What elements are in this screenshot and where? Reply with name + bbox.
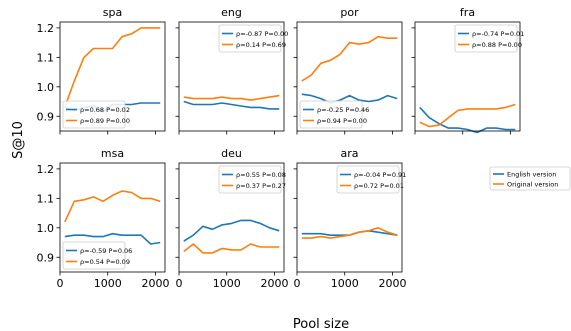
panel-legend: ρ=0.55 P=0.08 ρ=0.37 P=0.27: [218, 165, 286, 194]
panel-deu: deu 0 1000 2000 ρ=0.55 P=0.08 ρ=0.37 P=0.27: [175, 147, 288, 290]
legend-label-original: ρ=0.37 P=0.27: [236, 182, 286, 190]
legend-label-english: ρ=0.68 P=0.02: [80, 106, 130, 114]
panel-legend: ρ=-0.04 P=0.91 ρ=0.72 P=0.01: [336, 165, 406, 194]
x-tick-label: 2000: [141, 277, 169, 290]
panel-legend: ρ=-0.74 P=0.01 ρ=0.88 P=0.00: [454, 24, 524, 53]
panel-title: por: [340, 6, 359, 19]
y-tick-label: 1.2: [37, 22, 55, 35]
x-tick-label: 1000: [94, 277, 122, 290]
legend-label-original: ρ=0.54 P=0.09: [80, 258, 130, 266]
panel-title: spa: [103, 6, 122, 19]
x-tick-label: 1000: [213, 277, 241, 290]
legend-box: [299, 100, 363, 129]
series-line-original: [64, 190, 161, 223]
y-tick-label: 1.0: [37, 81, 55, 94]
y-tick-label: 0.9: [37, 251, 55, 264]
legend-label-english: ρ=-0.59 P=0.06: [80, 247, 132, 255]
x-tick-label: 1000: [331, 277, 359, 290]
series-line-original: [301, 227, 398, 239]
panel-ara: ara 0 1000 2000 ρ=-0.04 P=0.91 ρ=0.72 P=0.01: [293, 147, 406, 290]
panel-frame: [59, 162, 166, 273]
series-line-english: [64, 232, 161, 245]
x-tick-label: 0: [57, 277, 64, 290]
series-line-english: [419, 106, 516, 134]
panel-title: msa: [101, 147, 124, 160]
legend-label-original: ρ=0.88 P=0.00: [472, 41, 522, 49]
legend-box: [489, 166, 571, 191]
panel-fra: fra ρ=-0.74 P=0.01 ρ=0.88 P=0.00: [411, 6, 524, 135]
x-axis-label: Pool size: [293, 317, 349, 331]
y-tick-label: 1.0: [37, 222, 55, 235]
legend-box: [62, 241, 126, 270]
series-line-original: [301, 35, 398, 82]
legend-label-english: ρ=0.55 P=0.08: [236, 171, 286, 179]
x-tick-label: 2000: [378, 277, 406, 290]
legend-box: [218, 24, 282, 53]
legend-label-original: ρ=0.14 P=0.69: [236, 41, 286, 49]
panel-frame: [296, 162, 403, 273]
legend-label-english: English version: [507, 170, 556, 178]
y-tick-label: 1.1: [37, 192, 55, 205]
panel-spa: spa 0.9 1.0 1.1 1.2 ρ=0.68 P=0.02 ρ=0.89 P=0.0…: [37, 6, 166, 135]
panel-frame: [178, 21, 285, 132]
panels-group: spa 0.9 1.0 1.1 1.2 ρ=0.68 P=0.02 ρ=0.89 P=0.0…: [37, 6, 525, 290]
legend-label-original: ρ=0.72 P=0.01: [354, 182, 404, 190]
legend-label-english: ρ=-0.74 P=0.01: [472, 30, 524, 38]
series-line-original: [64, 27, 161, 108]
legend-label-english: ρ=-0.04 P=0.91: [354, 171, 406, 179]
legend-label-english: ρ=-0.25 P=0.46: [317, 106, 369, 114]
figure-legend: English version Original version: [489, 166, 571, 191]
y-tick-label: 1.1: [37, 51, 55, 64]
legend-box: [62, 100, 126, 129]
series-line-english: [301, 93, 398, 104]
panel-frame: [59, 21, 166, 132]
x-tick-label: 0: [294, 277, 301, 290]
panel-title: ara: [340, 147, 358, 160]
panel-title: fra: [460, 6, 475, 19]
x-tick-label: 0: [176, 277, 183, 290]
panel-title: eng: [221, 6, 242, 19]
legend-label-original: ρ=0.94 P=0.00: [317, 117, 367, 125]
panel-frame: [296, 21, 403, 132]
panel-legend: ρ=-0.87 P=0.00 ρ=0.14 P=0.69: [218, 24, 288, 53]
panel-frame: [414, 21, 521, 132]
series-line-english: [183, 219, 280, 242]
y-axis-label: S@10: [11, 121, 26, 159]
panel-eng: eng ρ=-0.87 P=0.00 ρ=0.14 P=0.69: [175, 6, 288, 135]
legend-label-original: ρ=0.89 P=0.00: [80, 117, 130, 125]
panel-frame: [178, 162, 285, 273]
series-line-english: [183, 100, 280, 110]
x-tick-label: 2000: [260, 277, 288, 290]
y-tick-label: 1.2: [37, 163, 55, 176]
series-line-original: [419, 103, 516, 128]
series-line-original: [183, 243, 280, 254]
panel-legend: ρ=-0.59 P=0.06 ρ=0.54 P=0.09: [62, 241, 132, 270]
legend-box: [336, 165, 400, 194]
series-line-original: [183, 94, 280, 101]
legend-label-english: ρ=-0.87 P=0.00: [236, 30, 288, 38]
panel-title: deu: [221, 147, 242, 160]
legend-label-original: Original version: [507, 180, 558, 188]
panel-legend: ρ=-0.25 P=0.46 ρ=0.94 P=0.00: [299, 100, 369, 129]
panel-legend: ρ=0.68 P=0.02 ρ=0.89 P=0.00: [62, 100, 130, 129]
panel-por: por ρ=-0.25 P=0.46 ρ=0.94 P=0.00: [293, 6, 403, 135]
legend-box: [454, 24, 518, 53]
legend-box: [218, 165, 282, 194]
y-tick-label: 0.9: [37, 110, 55, 123]
